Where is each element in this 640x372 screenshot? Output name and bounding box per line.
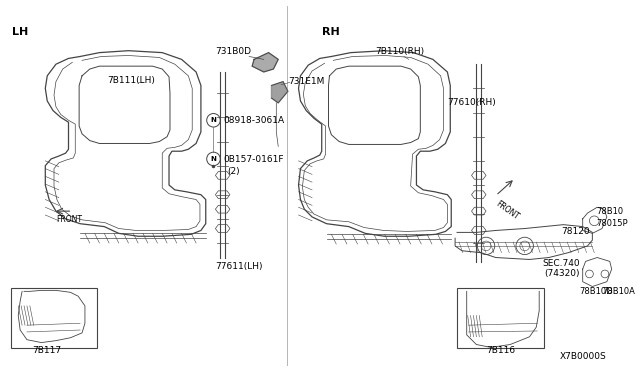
Text: 7B110(RH): 7B110(RH): [375, 47, 424, 56]
Text: RH: RH: [322, 28, 339, 38]
Text: 77611(LH): 77611(LH): [216, 262, 263, 271]
Text: 77610(RH): 77610(RH): [447, 98, 496, 107]
Text: SEC.740: SEC.740: [542, 259, 580, 269]
Text: FRONT: FRONT: [494, 199, 520, 222]
Text: 7B116: 7B116: [486, 346, 515, 355]
Text: 78B10D: 78B10D: [579, 286, 612, 295]
Text: (2): (2): [227, 167, 239, 176]
Text: N: N: [211, 156, 216, 162]
Text: (74320): (74320): [544, 269, 580, 278]
Text: 0B157-0161F: 0B157-0161F: [223, 155, 284, 164]
Text: 78015P: 78015P: [596, 219, 628, 228]
Text: 731B0D: 731B0D: [216, 47, 252, 56]
Text: N: N: [211, 117, 216, 123]
Polygon shape: [252, 52, 278, 72]
Text: 78B10: 78B10: [596, 207, 623, 216]
Text: 7B117: 7B117: [32, 346, 61, 355]
Text: 731E1M: 731E1M: [288, 77, 324, 86]
Text: 78B10A: 78B10A: [602, 286, 635, 295]
Text: 08918-3061A: 08918-3061A: [223, 116, 284, 125]
Text: 7B111(LH): 7B111(LH): [107, 76, 155, 85]
Text: LH: LH: [12, 28, 29, 38]
Text: X7B0000S: X7B0000S: [560, 352, 607, 361]
Text: 78120: 78120: [561, 227, 590, 235]
Text: FRONT: FRONT: [56, 215, 82, 224]
Polygon shape: [271, 81, 288, 103]
